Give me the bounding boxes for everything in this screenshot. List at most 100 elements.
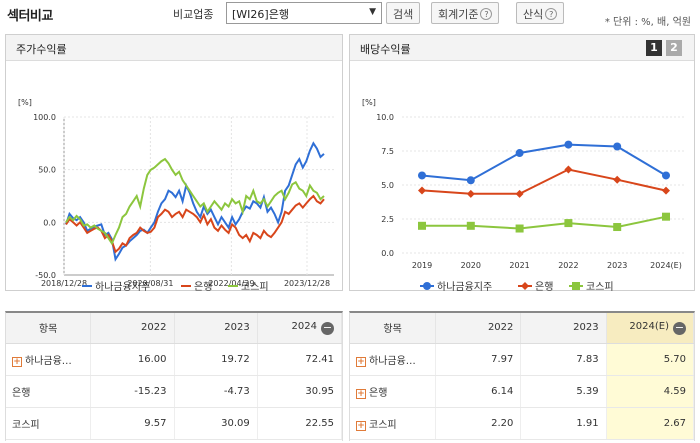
cell-value: -15.23 (90, 375, 175, 408)
expand-icon[interactable]: + (356, 420, 366, 431)
table-header-row: 항목 2022 2023 2024(E) − (350, 313, 695, 344)
data-point (564, 140, 573, 149)
row-name: 은행 (6, 375, 92, 408)
x-tick-label: 2022 (558, 261, 578, 270)
collapse-icon[interactable]: − (673, 320, 686, 335)
help-icon: ? (545, 8, 558, 20)
table-row: + 하나금융… 16.00 19.72 72.41 (6, 343, 343, 376)
table-row: 코스피 9.57 30.09 22.55 (6, 407, 343, 440)
stock-return-panel: 주가수익률 [%] 100.0 50.0 0.0 -50.0 2018/12/28 2020… (5, 34, 343, 293)
expand-icon[interactable]: + (356, 388, 366, 399)
legend-label: 은행 (535, 281, 553, 293)
row-name-label: 하나금융… (25, 355, 72, 367)
expand-icon[interactable]: + (12, 356, 22, 367)
data-point (515, 149, 524, 158)
page-2-button[interactable]: 2 (666, 40, 682, 56)
collapse-icon[interactable]: − (321, 320, 334, 335)
dividend-yield-panel: 배당수익률 1 2 [%] 10.0 7.5 5.0 2.5 0.0 2019 2020 202… (349, 34, 695, 293)
y-axis-label: [%] (362, 98, 376, 107)
x-tick-label: 2020 (461, 261, 481, 270)
series-line (421, 143, 667, 182)
legend-marker (572, 282, 580, 290)
cell-value: 2.67 (606, 407, 695, 440)
data-point (515, 224, 524, 233)
header-2024e: 2024(E) − (606, 313, 695, 344)
chevron-down-icon: ▼ (369, 7, 376, 17)
x-tick-label: 2020/08/31 (127, 279, 173, 288)
x-tick-label: 2018/12/28 (41, 279, 87, 288)
header-2022: 2022 (435, 313, 522, 344)
data-point (466, 221, 475, 230)
row-name[interactable]: + 하나금융… (6, 343, 92, 376)
legend-label: 하나금융지주 (437, 280, 492, 293)
legend-label: 은행 (194, 281, 212, 293)
y-tick-label: 50.0 (38, 166, 56, 175)
cell-value: -4.73 (174, 375, 258, 408)
formula-label: 산식 (523, 8, 544, 21)
header-2023: 2023 (174, 313, 258, 344)
table-row: + 코스피 2.20 1.91 2.67 (350, 407, 695, 440)
y-tick-label: 2.5 (381, 215, 394, 224)
row-name: 코스피 (6, 407, 92, 440)
formula-button[interactable]: 산식? (516, 2, 565, 24)
cell-value: 5.39 (520, 375, 607, 408)
table-row: + 은행 6.14 5.39 4.59 (350, 375, 695, 408)
unit-note: * 단위 : %, 배, 억원 (604, 17, 691, 28)
data-point (613, 175, 622, 184)
header-item: 항목 (350, 313, 437, 344)
data-point (418, 186, 426, 195)
x-tick-label: 2022/04/29 (208, 279, 254, 288)
dividend-yield-title: 배당수익률 (360, 43, 411, 56)
row-name-label: 은행 (369, 387, 388, 399)
row-name[interactable]: + 코스피 (350, 407, 437, 440)
cell-value: 22.55 (257, 407, 343, 440)
y-tick-label: 5.0 (381, 181, 394, 190)
sector-select[interactable]: [WI26]은행 ▼ (226, 2, 382, 24)
y-axis-label: [%] (18, 98, 32, 107)
stock-return-table: 항목 2022 2023 2024− + 하나금융… 16.00 19.72 72… (5, 311, 343, 441)
data-point (662, 186, 670, 195)
x-tick-label: 2024(E) (650, 261, 682, 270)
y-tick-label: 7.5 (381, 147, 394, 156)
cell-value: 5.70 (606, 343, 695, 376)
cell-value: 30.95 (257, 375, 343, 408)
data-point (418, 171, 426, 180)
accounting-standard-button[interactable]: 회계기준? (431, 2, 500, 24)
row-name[interactable]: + 은행 (350, 375, 437, 408)
row-name-label: 하나금융… (369, 355, 416, 367)
search-button-label: 검색 (393, 8, 414, 21)
expand-icon[interactable]: + (356, 356, 366, 367)
data-point (662, 212, 670, 221)
y-tick-label: 0.0 (43, 218, 56, 227)
y-tick-label: 0.0 (381, 249, 394, 258)
header-2024-label: 2024 (291, 320, 317, 332)
x-tick-label: 2023/12/28 (284, 279, 330, 288)
data-point (418, 221, 426, 230)
header-2024: 2024− (257, 313, 343, 344)
legend-label: 코스피 (241, 281, 269, 293)
page-1-button[interactable]: 1 (646, 40, 662, 56)
row-name[interactable]: + 하나금융… (350, 343, 437, 376)
header-item: 항목 (6, 313, 92, 344)
series-line (65, 194, 325, 254)
data-point (515, 189, 524, 198)
table-row: 은행 -15.23 -4.73 30.95 (6, 375, 343, 408)
legend-marker (423, 282, 431, 290)
table-row: + 하나금융… 7.97 7.83 5.70 (350, 343, 695, 376)
search-button[interactable]: 검색 (386, 2, 421, 24)
y-tick-label: 10.0 (376, 113, 394, 122)
series-line (422, 215, 667, 230)
dividend-yield-table: 항목 2022 2023 2024(E) − + 하나금융… 7.97 7.83 5… (349, 311, 695, 441)
cell-value: 9.57 (90, 407, 175, 440)
x-tick-label: 2021 (509, 261, 529, 270)
cell-value: 30.09 (174, 407, 258, 440)
cell-value: 72.41 (257, 343, 343, 376)
series-line (65, 141, 325, 262)
data-point (466, 189, 475, 198)
data-point (662, 171, 670, 180)
data-point (564, 165, 573, 174)
row-name-label: 코스피 (369, 419, 397, 431)
cell-value: 4.59 (606, 375, 695, 408)
x-tick-label: 2023 (607, 261, 627, 270)
